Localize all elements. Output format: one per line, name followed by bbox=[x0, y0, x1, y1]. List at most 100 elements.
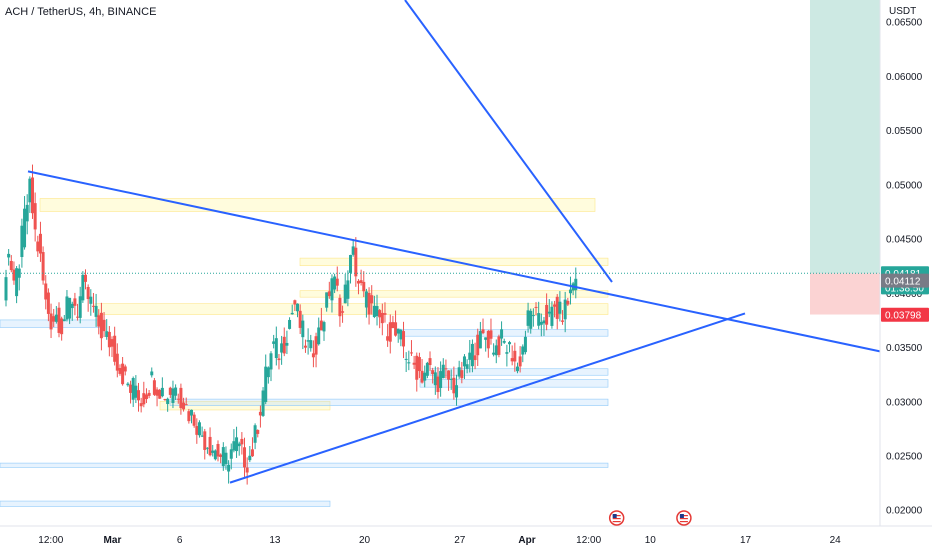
y-tick-label: 0.03500 bbox=[886, 343, 923, 354]
candle-body bbox=[335, 278, 339, 286]
candle-body bbox=[566, 300, 570, 305]
flag-canton bbox=[612, 514, 617, 518]
candle-body bbox=[333, 276, 337, 290]
candle-body bbox=[256, 429, 260, 434]
candle-body bbox=[409, 352, 413, 354]
chart-title: ACH / TetherUS, 4h, BINANCE bbox=[5, 6, 156, 18]
candle-body bbox=[510, 358, 514, 362]
x-tick-label: 6 bbox=[177, 535, 183, 546]
candle-body bbox=[513, 350, 517, 362]
flag-stripe bbox=[679, 521, 688, 523]
candle-body bbox=[285, 342, 289, 346]
candle-body bbox=[266, 367, 270, 378]
candle-body bbox=[31, 177, 35, 214]
candle-body bbox=[49, 313, 53, 330]
y-tick-label: 0.02500 bbox=[886, 452, 923, 463]
x-tick-label: 20 bbox=[359, 535, 371, 546]
candle-body bbox=[38, 233, 42, 254]
candle-body bbox=[296, 303, 300, 312]
candle-body bbox=[343, 284, 347, 304]
x-tick-label: 12:00 bbox=[38, 535, 63, 546]
candle-body bbox=[54, 314, 58, 322]
candle-body bbox=[200, 435, 204, 437]
candle-body bbox=[478, 331, 482, 349]
candle-body bbox=[261, 390, 265, 416]
candle-body bbox=[460, 370, 464, 379]
candle-body bbox=[229, 449, 233, 459]
y-tick-label: 0.02000 bbox=[886, 506, 923, 517]
candle-body bbox=[205, 447, 209, 449]
candle-body bbox=[497, 336, 501, 355]
candle-body bbox=[462, 356, 466, 367]
candle-body bbox=[407, 362, 411, 364]
x-tick-label: 27 bbox=[454, 535, 466, 546]
candle-body bbox=[449, 378, 453, 380]
candle-body bbox=[227, 464, 231, 472]
candle-body bbox=[219, 454, 223, 457]
y-tick-label: 0.05000 bbox=[886, 180, 923, 191]
candle-body bbox=[86, 287, 90, 300]
candle-body bbox=[317, 327, 321, 345]
y-tick-label: 0.06500 bbox=[886, 18, 923, 29]
x-tick-label: 12:00 bbox=[576, 535, 601, 546]
candle-body bbox=[568, 289, 572, 294]
candle-body bbox=[250, 449, 254, 457]
candle-body bbox=[280, 343, 284, 353]
candle-body bbox=[152, 380, 156, 395]
candle-body bbox=[110, 339, 114, 347]
candle-body bbox=[245, 467, 249, 473]
candle-body bbox=[99, 312, 103, 339]
candle-body bbox=[470, 343, 474, 367]
price-tag-label: 0.04112 bbox=[885, 277, 921, 288]
candle-body bbox=[73, 298, 77, 306]
candle-body bbox=[468, 352, 472, 360]
candle-body bbox=[7, 253, 11, 258]
candle-body bbox=[155, 389, 159, 396]
candle-body bbox=[33, 203, 37, 230]
candle-body bbox=[163, 399, 167, 401]
demand-zone bbox=[399, 329, 609, 337]
flag-canton bbox=[679, 514, 684, 518]
candle-body bbox=[367, 292, 371, 315]
candle-body bbox=[142, 393, 146, 405]
candle-body bbox=[322, 322, 326, 332]
candle-body bbox=[346, 280, 350, 299]
candle-body bbox=[311, 353, 315, 358]
candle-body bbox=[81, 274, 85, 301]
descending-trendline bbox=[27, 170, 881, 353]
candle-body bbox=[481, 329, 485, 334]
candle-body bbox=[521, 346, 525, 355]
candle-body bbox=[338, 297, 342, 317]
candle-body bbox=[444, 368, 448, 370]
candle-body bbox=[41, 252, 45, 281]
candle-body bbox=[25, 204, 29, 222]
candle-body bbox=[28, 178, 32, 203]
candle-body bbox=[118, 368, 122, 374]
y-tick-label: 0.04500 bbox=[886, 235, 923, 246]
candle-body bbox=[314, 336, 318, 355]
candle-body bbox=[319, 320, 323, 331]
candle-body bbox=[197, 422, 201, 436]
candle-body bbox=[253, 425, 257, 443]
candle-body bbox=[526, 310, 530, 326]
candle-body bbox=[370, 295, 374, 304]
candle-body bbox=[412, 362, 416, 365]
candle-body bbox=[415, 355, 419, 380]
candle-body bbox=[341, 311, 345, 313]
flag-stripe bbox=[612, 521, 621, 523]
candle-body bbox=[237, 443, 241, 447]
candle-body bbox=[182, 402, 186, 410]
candle-body bbox=[508, 342, 512, 345]
candle-body bbox=[174, 387, 178, 396]
candle-body bbox=[65, 296, 69, 320]
candle-body bbox=[17, 268, 21, 278]
candle-body bbox=[15, 268, 19, 297]
candle-body bbox=[258, 411, 262, 416]
candle-body bbox=[547, 311, 551, 314]
candle-body bbox=[224, 452, 228, 465]
candle-body bbox=[240, 438, 244, 445]
candle-body bbox=[184, 404, 188, 406]
y-tick-label: 0.06000 bbox=[886, 72, 923, 83]
candle-body bbox=[402, 331, 406, 347]
